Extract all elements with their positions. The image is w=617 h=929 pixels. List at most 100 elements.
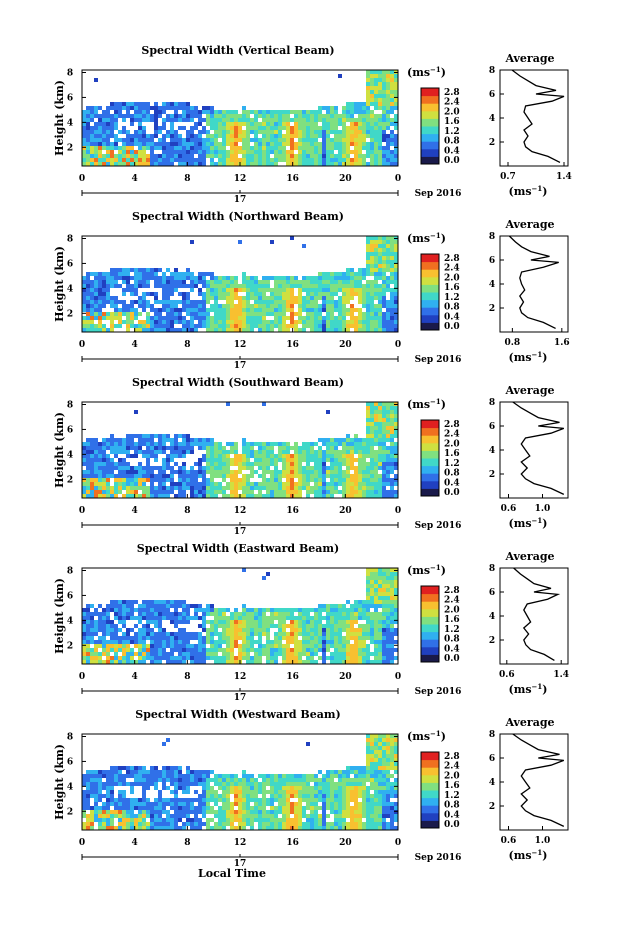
average-y-tick-label: 4	[489, 778, 495, 788]
y-tick-label: 6	[67, 425, 73, 435]
average-y-tick-label: 4	[489, 114, 495, 124]
average-y-tick-label: 8	[489, 564, 495, 574]
panel-title: Spectral Width (Vertical Beam)	[141, 44, 334, 57]
colorbar-swatch	[421, 95, 439, 104]
average-frame	[499, 567, 569, 665]
colorbar-tick-label: 1.2	[444, 459, 460, 469]
average-unit: (ms−1)	[508, 350, 547, 364]
x-tick-label: 16	[286, 838, 299, 848]
colorbar-swatch	[421, 480, 439, 489]
x-tick-label: 12	[234, 838, 247, 848]
average-y-tick-label: 8	[489, 730, 495, 740]
x-tick-label: 8	[184, 838, 190, 848]
colorbar-tick-label: 0.4	[444, 644, 460, 654]
x-tick-label: 16	[286, 672, 299, 682]
colorbar-swatch	[421, 307, 439, 316]
colorbar-swatch	[421, 805, 439, 814]
colorbar-unit: (ms−1)	[407, 65, 446, 79]
x-tick-label: 20	[339, 340, 352, 350]
colorbar-tick-label: 0.8	[444, 303, 460, 313]
average-title: Average	[504, 716, 554, 729]
average-profile: Average 8 6 4 2 0.8 1.6 (ms−1)	[489, 218, 570, 364]
colorbar-swatch	[421, 593, 439, 602]
colorbar-tick-label: 2.8	[444, 88, 460, 98]
y-tick-label: 6	[67, 93, 73, 103]
colorbar-unit: (ms−1)	[407, 231, 446, 245]
x-tick-label: 0	[395, 672, 401, 682]
x-tick-label: 20	[339, 838, 352, 848]
average-y-tick-label: 8	[489, 66, 495, 76]
colorbar-swatch	[421, 654, 439, 663]
average-line	[508, 235, 559, 329]
y-tick-label: 2	[67, 475, 73, 485]
y-tick-label: 4	[67, 450, 73, 460]
x-tick-label: 20	[339, 506, 352, 516]
y-tick-label: 4	[67, 118, 73, 128]
x-axis: 0 4 8 12 16 20 0 17 Sep 2016	[79, 162, 461, 205]
colorbar-swatch	[421, 790, 439, 799]
colorbar-tick-label: 2.0	[444, 439, 460, 449]
y-axis-label: Height (km)	[53, 246, 66, 322]
colorbar-swatch	[421, 812, 439, 821]
colorbar-swatch	[421, 616, 439, 625]
colorbar-swatch	[421, 465, 439, 474]
x-tick-label: 20	[339, 174, 352, 184]
colorbar-tick-label: 1.2	[444, 293, 460, 303]
x-tick-label: 8	[184, 174, 190, 184]
panel-title: Spectral Width (Westward Beam)	[135, 708, 340, 721]
average-line	[512, 733, 565, 827]
average-unit: (ms−1)	[508, 184, 547, 198]
colorbar-tick-label: 2.4	[444, 264, 460, 274]
colorbar-tick-label: 1.6	[444, 117, 460, 127]
average-title: Average	[504, 52, 554, 65]
x-tick-label: 0	[79, 174, 85, 184]
colorbar: 2.82.42.01.61.20.80.40.0 (ms−1)	[407, 729, 460, 830]
heatmap-cells	[82, 402, 398, 498]
colorbar-tick-label: 1.2	[444, 625, 460, 635]
average-profile: Average 8 6 4 2 0.6 1.0 (ms−1)	[489, 716, 569, 862]
colorbar-swatch	[421, 261, 439, 270]
colorbar-swatch	[421, 646, 439, 655]
colorbar-swatch	[421, 774, 439, 783]
x-tick-label: 4	[132, 838, 138, 848]
y-tick-label: 4	[67, 616, 73, 626]
average-y-tick-label: 2	[489, 636, 495, 646]
average-profile: Average 8 6 4 2 0.6 1.0 (ms−1)	[489, 384, 569, 530]
colorbar-tick-label: 0.8	[444, 137, 460, 147]
colorbar-swatch	[421, 420, 439, 429]
colorbar-tick-label: 2.4	[444, 430, 460, 440]
colorbar-tick-label: 2.0	[444, 605, 460, 615]
panel-2: Spectral Width (Northward Beam)8642Heigh…	[53, 210, 570, 371]
colorbar-swatch	[421, 299, 439, 308]
colorbar-tick-label: 2.0	[444, 771, 460, 781]
panel-title: Spectral Width (Eastward Beam)	[137, 542, 339, 555]
heatmap-cells	[82, 70, 398, 166]
colorbar: 2.82.42.01.61.20.80.40.0 (ms−1)	[407, 65, 460, 166]
panel-5: Spectral Width (Westward Beam)8642Height…	[53, 708, 569, 869]
average-unit: (ms−1)	[508, 516, 547, 530]
average-x-tick-label: 1.6	[554, 338, 570, 348]
x-tick-label: 8	[184, 340, 190, 350]
colorbar-swatch	[421, 458, 439, 467]
day-label: 17	[234, 859, 247, 869]
colorbar-swatch	[421, 88, 439, 97]
y-tick-label: 8	[67, 400, 73, 410]
average-unit: (ms−1)	[508, 848, 547, 862]
colorbar-tick-label: 0.8	[444, 801, 460, 811]
colorbar: 2.82.42.01.61.20.80.40.0 (ms−1)	[407, 397, 460, 498]
average-title: Average	[504, 218, 554, 231]
average-frame	[499, 235, 569, 333]
colorbar-swatch	[421, 254, 439, 263]
colorbar-tick-label: 0.0	[444, 322, 460, 332]
x-tick-label: 8	[184, 672, 190, 682]
colorbar-tick-label: 1.2	[444, 791, 460, 801]
colorbar-swatch	[421, 141, 439, 150]
average-y-tick-label: 6	[489, 754, 495, 764]
colorbar-swatch	[421, 148, 439, 157]
average-y-tick-label: 2	[489, 470, 495, 480]
average-x-tick-label: 1.0	[535, 504, 551, 514]
x-axis: 0 4 8 12 16 20 0 17 Sep 2016	[79, 826, 461, 869]
x-tick-label: 12	[234, 672, 247, 682]
y-axis-label: Height (km)	[53, 412, 66, 488]
